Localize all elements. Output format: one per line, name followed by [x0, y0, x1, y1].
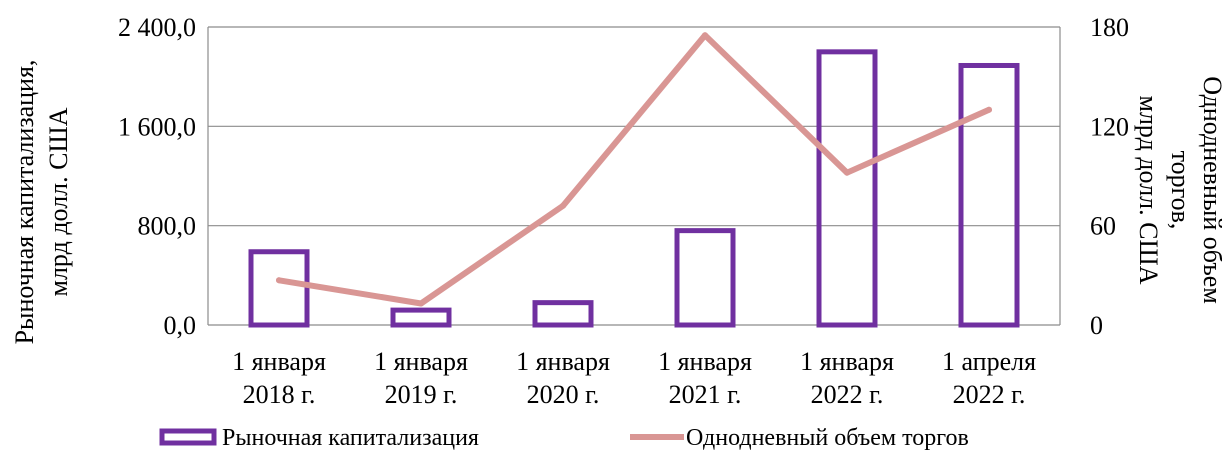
plot-area	[207, 27, 1061, 325]
x-tick-label: 1 января 2022 г.	[800, 347, 894, 409]
bar-series	[248, 49, 1020, 328]
right-tick-label: 60	[1090, 212, 1116, 241]
left-axis-title: Рыночная капитализация, млрд долл. США	[10, 60, 73, 345]
line-point	[702, 32, 708, 39]
line-point	[986, 106, 992, 113]
x-tick-label: 1 января 2020 г.	[516, 347, 610, 409]
gridlines	[208, 26, 1060, 326]
right-tick-label: 0	[1090, 311, 1103, 340]
right-axis-title: Однодневный объемторгов,млрд долл. США	[1134, 76, 1222, 304]
left-axis-tick-labels: 0,0 800,0 1 600,0 2 400,0	[118, 13, 196, 340]
legend-label: Однодневный объем торгов	[686, 425, 969, 451]
bar	[532, 300, 594, 328]
left-tick-label: 0,0	[164, 311, 197, 340]
bar	[248, 249, 310, 328]
legend-label: Рыночная капитализация	[222, 425, 479, 451]
x-tick-label: 1 января 2021 г.	[658, 347, 752, 409]
bar	[674, 228, 736, 328]
line-point	[418, 300, 424, 307]
line-point	[844, 169, 850, 176]
x-tick-label: 1 апреля 2022 г.	[942, 347, 1036, 409]
legend: Рыночная капитализация Однодневный объем …	[159, 425, 969, 451]
bar	[816, 49, 878, 328]
line-point	[276, 277, 282, 284]
left-tick-label: 1 600,0	[118, 112, 196, 141]
x-tick-label: 1 января 2019 г.	[374, 347, 468, 409]
x-axis-tick-labels: 1 января 2018 г. 1 января 2019 г. 1 января 20…	[232, 347, 1036, 409]
left-tick-label: 800,0	[138, 212, 197, 241]
x-tick-label: 1 января 2018 г.	[232, 347, 326, 409]
line-series	[276, 32, 992, 307]
line-path	[276, 32, 992, 307]
legend-swatch-bar	[159, 428, 217, 446]
left-tick-label: 2 400,0	[118, 13, 196, 42]
line-point	[560, 202, 566, 209]
legend-item-line: Однодневный объем торгов	[630, 425, 969, 451]
bar	[390, 307, 452, 328]
right-axis-tick-labels: 0 60 120 180	[1090, 13, 1129, 340]
bar	[958, 62, 1020, 328]
legend-item-bar: Рыночная капитализация	[159, 425, 479, 451]
right-tick-label: 180	[1090, 13, 1129, 42]
right-tick-label: 120	[1090, 112, 1129, 141]
